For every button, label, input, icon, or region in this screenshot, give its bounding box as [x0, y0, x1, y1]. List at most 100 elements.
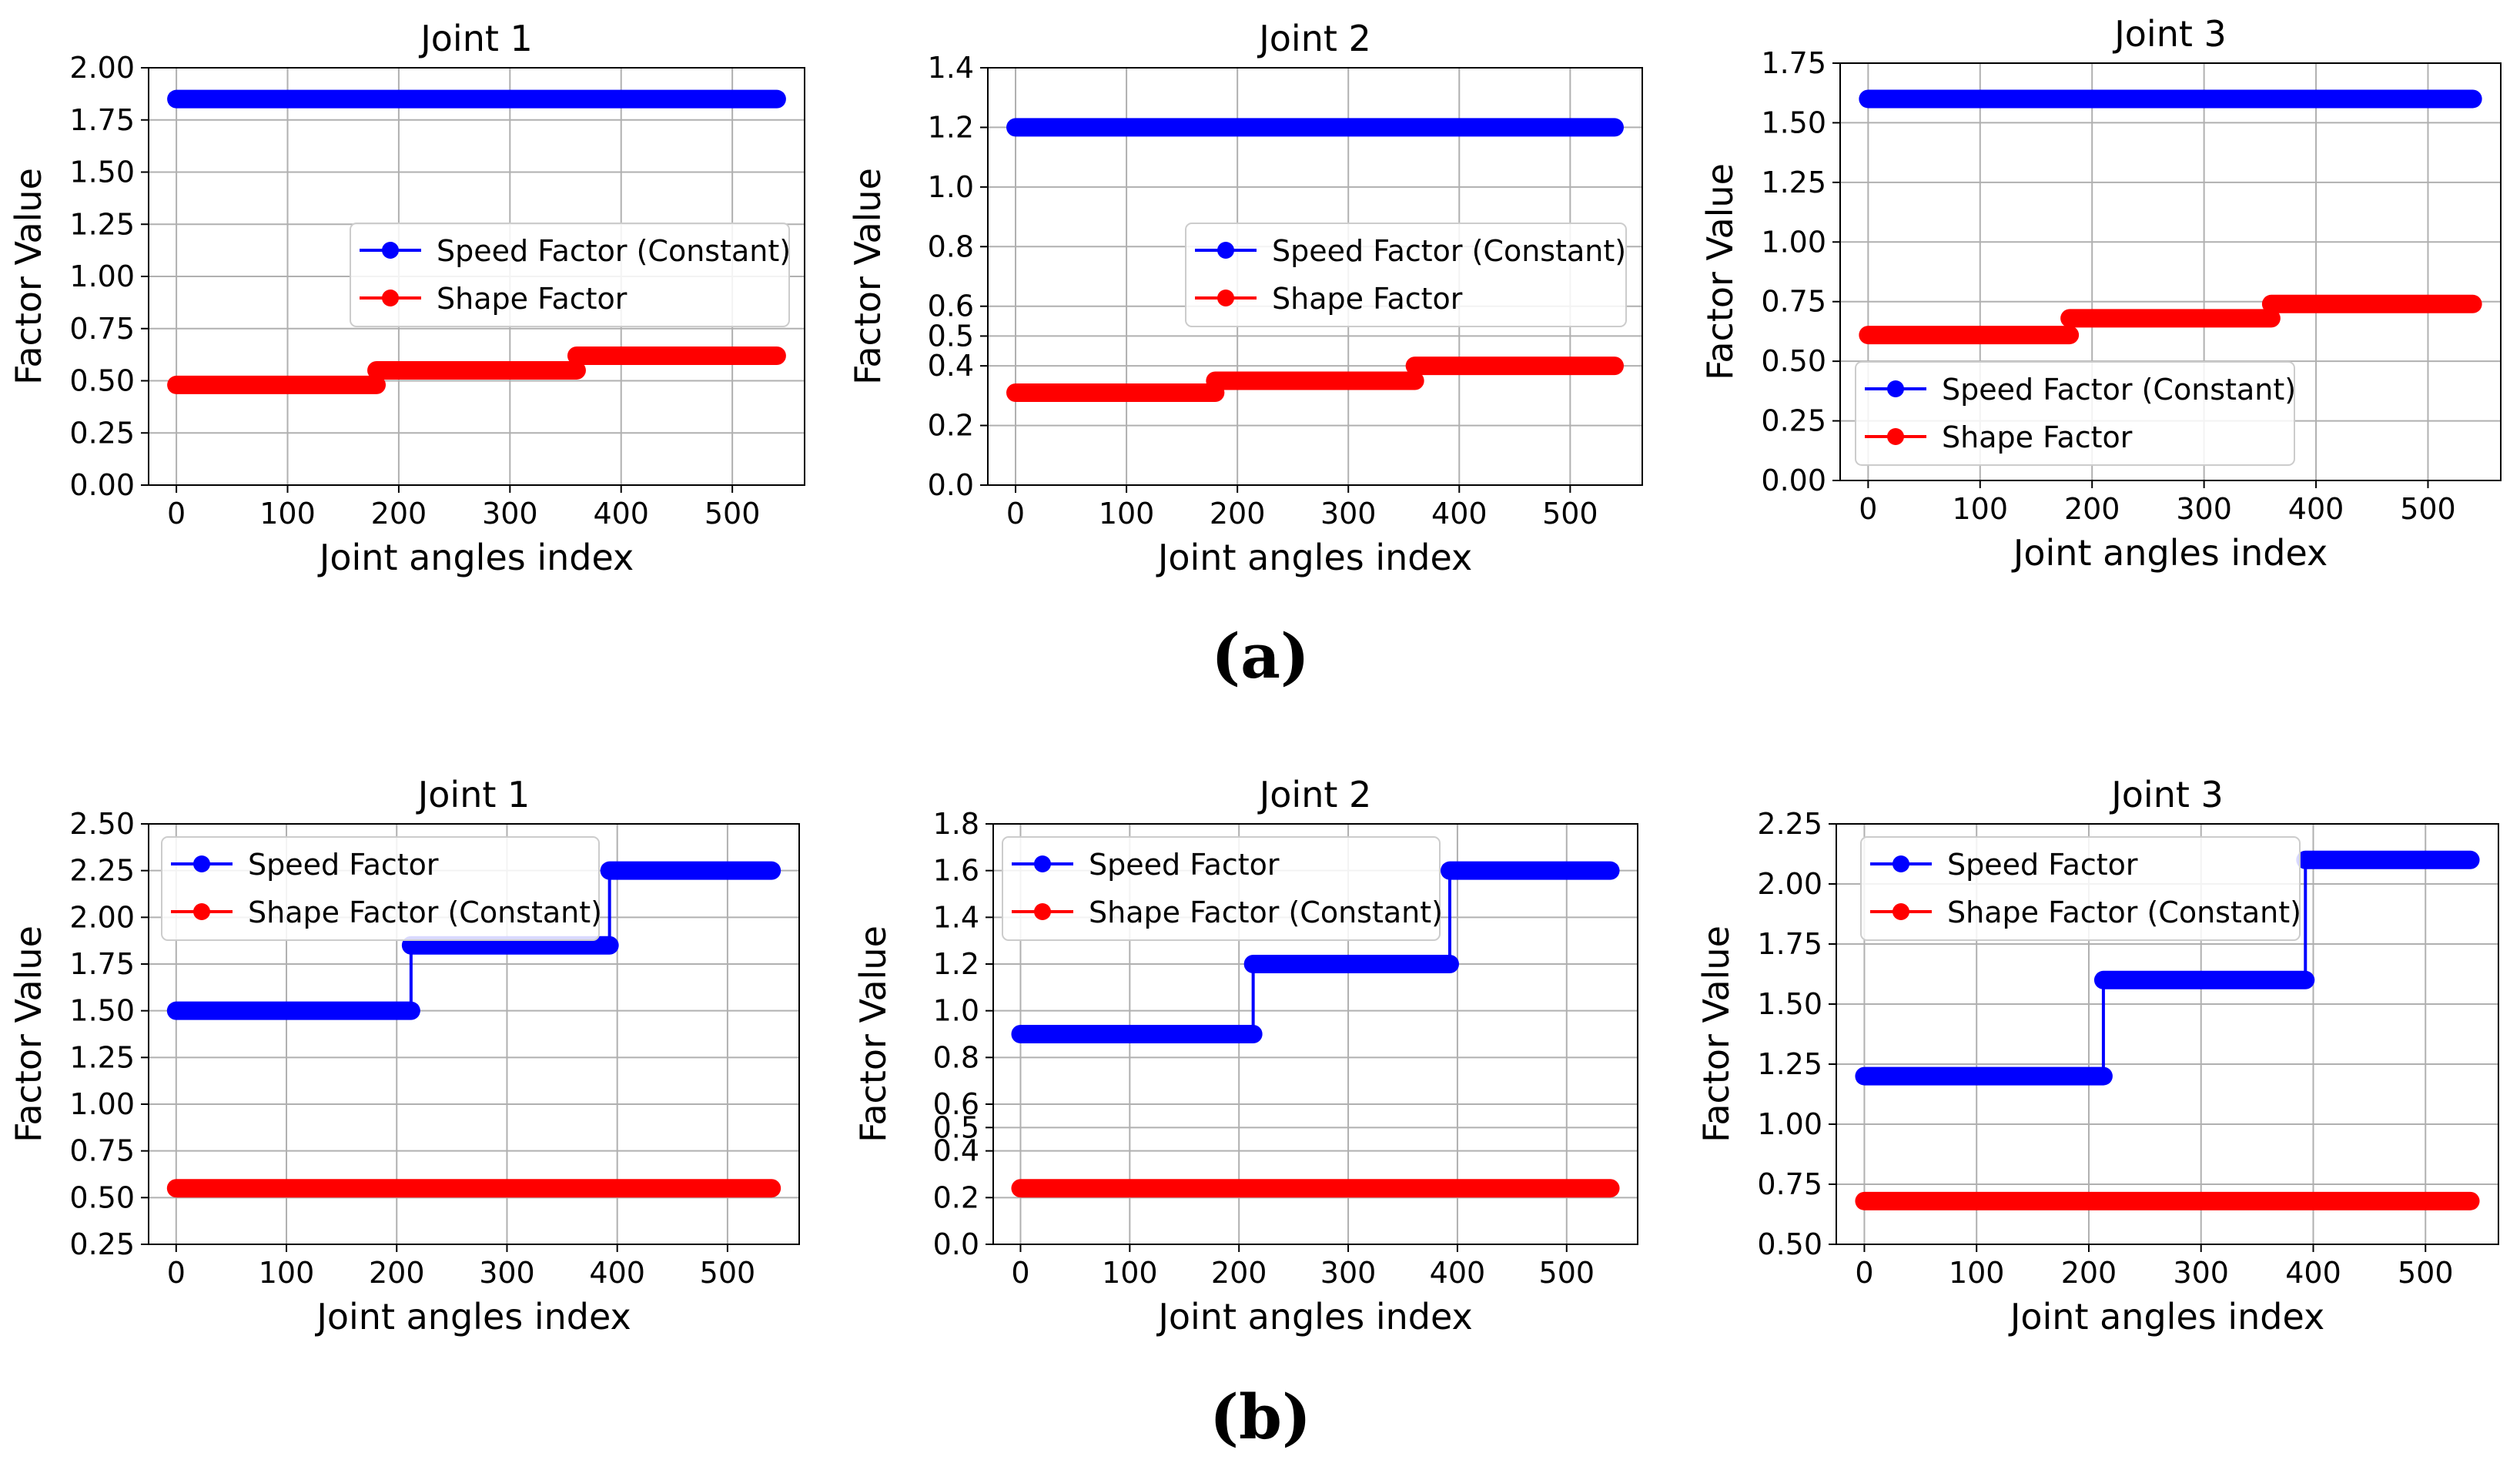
y-tick-label: 0.50 [1757, 1227, 1822, 1261]
x-tick-label: 500 [2400, 492, 2456, 526]
y-tick-label: 1.50 [69, 994, 135, 1028]
legend: Speed Factor Shape Factor (Constant) [161, 836, 602, 941]
series-speed-factor [1011, 861, 1620, 1043]
legend-marker [193, 855, 210, 872]
y-tick-label: 0.75 [1757, 1167, 1822, 1201]
legend-marker [1217, 242, 1234, 259]
x-tick-label: 200 [1211, 1256, 1267, 1290]
x-tick-label: 300 [2176, 492, 2232, 526]
chart-title: Joint 2 [1257, 774, 1372, 815]
series-shape-factor [167, 346, 786, 394]
x-axis-label: Joint angles index [317, 537, 634, 578]
legend-box [1002, 836, 1441, 941]
y-tick-label: 1.75 [69, 947, 135, 981]
y-tick-label: 1.25 [69, 207, 135, 241]
chart-a-2: 0 100 200 300 400 500 0.0 0.2 0.40.50.6 0.8 1.0 1.2… [847, 18, 1643, 578]
axes-frame [148, 67, 805, 486]
x-tick-label: 400 [2288, 492, 2344, 526]
legend-label: Speed Factor [1947, 848, 2138, 882]
legend: Speed Factor (Constant) Shape Factor [1855, 361, 2296, 466]
chart-title: Joint 2 [1257, 18, 1371, 59]
y-tick-label: 2.25 [1757, 807, 1822, 841]
x-tick-label: 200 [2064, 492, 2120, 526]
y-tick-label: 0.0 [933, 1227, 979, 1261]
legend-box [161, 836, 600, 941]
legend-marker [1034, 855, 1051, 872]
x-tick-label: 500 [2398, 1256, 2454, 1290]
y-tick-label: 0.2 [933, 1180, 979, 1214]
legend-marker [1893, 903, 1909, 920]
legend-label: Shape Factor (Constant) [1089, 896, 1443, 929]
y-tick-label: 1.00 [1757, 1107, 1822, 1141]
x-tick-label: 100 [1953, 492, 2009, 526]
chart-a-3: 0 100 200 300 400 500 0.00 0.25 0.50 0.75 1.00 1.25… [1699, 13, 2502, 574]
legend-label: Shape Factor (Constant) [248, 896, 602, 929]
series-speed-factor [166, 861, 781, 1020]
x-tick-label: 200 [371, 497, 427, 531]
x-tick-label: 500 [700, 1256, 756, 1290]
axes-frame [1836, 823, 2499, 1245]
y-tick-label: 1.6 [933, 854, 979, 888]
x-tick-label: 400 [1430, 1256, 1486, 1290]
legend: Speed Factor Shape Factor (Constant) [1860, 836, 2301, 941]
y-tick-label: 1.25 [69, 1040, 135, 1074]
y-tick-label: 0.50 [69, 1180, 135, 1214]
x-tick-label: 200 [1210, 497, 1266, 531]
x-tick-label: 0 [1011, 1256, 1029, 1290]
y-tick-label: 0.75 [1761, 285, 1826, 319]
legend-box [1855, 361, 2295, 466]
legend-label: Shape Factor (Constant) [1947, 896, 2301, 929]
y-tick-label: 1.50 [1757, 987, 1822, 1021]
x-tick-label: 400 [593, 497, 649, 531]
y-tick-label: 1.4 [933, 900, 979, 934]
y-tick-label: 0.0 [928, 468, 974, 502]
y-tick-label: 1.50 [69, 156, 135, 189]
x-tick-label: 300 [482, 497, 538, 531]
legend-box [1185, 223, 1627, 327]
y-tick-label: 0.4 [933, 1134, 979, 1168]
legend: Speed Factor (Constant) Shape Factor [1185, 223, 1627, 327]
y-tick-label: 0.8 [928, 229, 974, 263]
y-tick-label: 1.75 [1761, 46, 1826, 80]
chart-b-1: 0 100 200 300 400 500 0.25 0.50 0.75 1.00 1.25 1.50… [8, 774, 800, 1337]
x-tick-label: 500 [704, 497, 761, 531]
y-tick-label: 1.50 [1761, 105, 1826, 139]
y-tick-label: 1.75 [1757, 927, 1822, 961]
chart-b-3: 0 100 200 300 400 500 0.50 0.75 1.00 1.25 1.50 1.75… [1695, 774, 2499, 1337]
y-tick-label: 1.00 [1761, 225, 1826, 259]
legend-label: Speed Factor (Constant) [1942, 373, 2296, 407]
x-tick-label: 100 [259, 497, 316, 531]
y-tick-label: 0.25 [69, 1227, 135, 1261]
x-tick-label: 300 [1320, 1256, 1377, 1290]
axes-frame [1839, 62, 2502, 481]
legend-label: Speed Factor (Constant) [437, 234, 791, 268]
x-tick-label: 0 [167, 497, 186, 531]
x-tick-label: 200 [2061, 1256, 2117, 1290]
axes-frame [148, 823, 800, 1245]
x-tick-label: 200 [369, 1256, 425, 1290]
y-tick-label: 0.6 [928, 290, 974, 323]
chart-a-1: 0 100 200 300 400 500 0.00 0.25 0.50 0.75 1.00 1.25… [8, 18, 805, 578]
y-tick-label: 0.6 [933, 1087, 979, 1121]
y-tick-label: 2.50 [69, 807, 135, 841]
x-tick-label: 0 [1006, 497, 1025, 531]
legend-marker [1887, 380, 1904, 397]
x-tick-label: 300 [2173, 1256, 2229, 1290]
y-tick-label: 0.5 [933, 1110, 979, 1144]
legend-box [1860, 836, 2301, 941]
y-axis-label: Factor Value [1695, 926, 1737, 1143]
legend-label: Speed Factor [248, 848, 439, 882]
y-tick-label: 2.00 [69, 51, 135, 85]
y-tick-label: 0.25 [1761, 404, 1826, 438]
chart-title: Joint 1 [416, 774, 530, 815]
y-tick-label: 2.25 [69, 854, 135, 888]
y-tick-label: 0.00 [1761, 464, 1826, 497]
x-tick-label: 0 [167, 1256, 186, 1290]
y-tick-label: 2.00 [1757, 867, 1822, 901]
y-tick-label: 1.25 [1761, 166, 1826, 199]
caption-a: (a) [1211, 620, 1310, 692]
x-tick-label: 100 [1102, 1256, 1158, 1290]
x-tick-label: 400 [589, 1256, 645, 1290]
x-tick-label: 400 [2285, 1256, 2341, 1290]
